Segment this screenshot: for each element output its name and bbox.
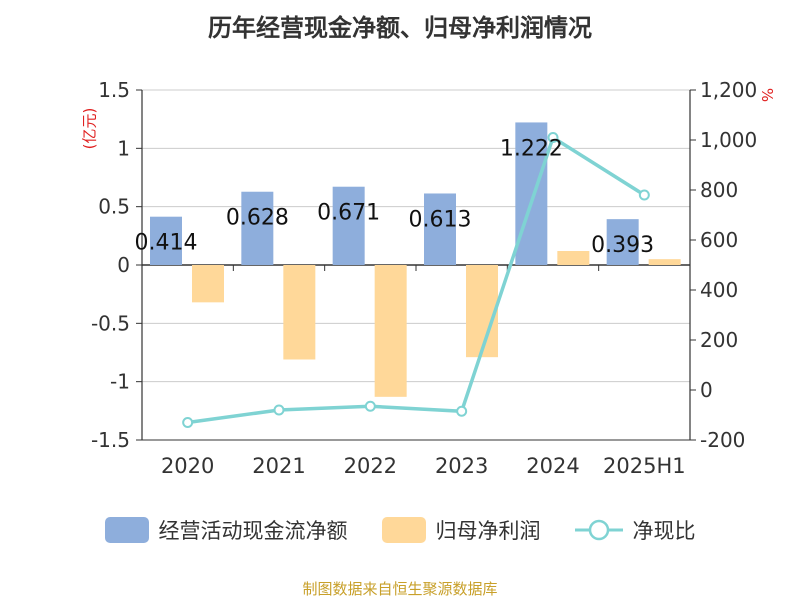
left-tick-label: -1.5 [91,428,130,452]
x-tick-label: 2020 [161,454,214,478]
ratio-point-2025H1 [638,189,650,201]
right-tick-label: 200 [700,328,738,352]
bar-profit-2023 [466,265,498,358]
data-source: 制图数据来自恒生聚源数据库 [302,580,498,598]
bar-cash-2023 [424,193,456,265]
ratio-point-2022 [364,400,376,412]
left-tick-label: 1.5 [98,78,130,102]
left-tick-label: -1 [110,370,130,394]
bar-profit-2024 [557,251,590,265]
bar-profit-2022 [374,265,407,397]
right-tick-label: 0 [700,378,713,402]
data-label-cash-2022: 0.671 [317,201,380,226]
x-tick-label: 2021 [252,454,305,478]
ratio-point-2021 [273,404,285,416]
legend-item-cash[interactable]: 经营活动现金流净额 [104,515,348,545]
x-tick-label: 2024 [526,454,579,478]
right-tick-label: 1,000 [700,128,757,152]
left-tick-label: 0.5 [98,195,130,219]
legend-swatch-profit [381,517,426,543]
bar-cash-2025H1 [606,219,639,265]
bar-profit-2021 [283,265,316,360]
left-tick-label: 1 [117,136,130,160]
right-tick-label: -200 [700,428,745,452]
left-tick-label: -0.5 [91,311,130,335]
x-tick-label: 2025H1 [603,454,686,478]
x-tick-label: 2023 [435,454,488,478]
bar-cash-2022 [332,186,365,265]
bar-cash-2021 [241,191,274,265]
data-label-cash-2021: 0.628 [226,206,289,231]
ratio-point-2023 [456,405,468,417]
chart-title: 历年经营现金净额、归母净利润情况 [208,14,592,42]
bar-profit-2020 [192,265,224,303]
legend: 经营活动现金流净额 归母净利润 净现比 [0,515,800,545]
legend-swatch-ratio [574,519,623,541]
left-tick-label: 0 [117,253,130,277]
data-label-cash-2020: 0.414 [135,231,198,256]
bar-cash-2024 [515,122,548,265]
right-tick-label: 1,200 [700,78,757,102]
ratio-point-2020 [182,417,194,428]
legend-item-profit[interactable]: 归母净利润 [381,515,541,545]
data-label-cash-2025H1: 0.393 [591,233,654,258]
legend-item-ratio[interactable]: 净现比 [574,515,696,545]
legend-label-cash: 经营活动现金流净额 [158,519,348,543]
data-label-cash-2023: 0.613 [409,207,472,232]
legend-swatch-cash [104,517,149,543]
ratio-point-2024 [547,132,559,143]
bar-cash-2020 [150,216,182,265]
right-tick-label: 400 [700,278,738,302]
legend-label-profit: 归母净利润 [435,519,541,543]
legend-label-ratio: 净现比 [632,519,696,543]
right-tick-label: 600 [700,228,738,252]
data-label-cash-2024: 1.222 [500,136,563,161]
right-tick-label: 800 [700,178,738,202]
bar-profit-2025H1 [648,259,681,265]
ratio-line [187,134,646,425]
x-tick-label: 2022 [344,454,397,478]
